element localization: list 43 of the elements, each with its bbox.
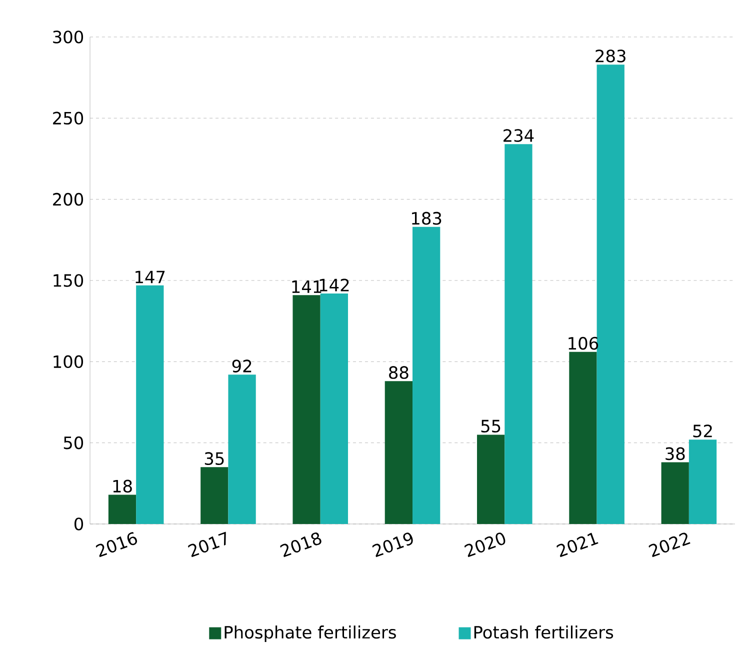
x-tick-label: 2022 [648,532,690,558]
data-label: 55 [481,420,500,433]
bar [596,64,624,524]
data-label: 283 [596,50,626,62]
bar [569,352,597,524]
x-tick-label: 2016 [96,532,138,558]
bar [108,494,136,524]
y-tick-label: 300 [53,30,84,44]
data-label: 141 [292,280,322,293]
bar [688,440,717,524]
y-tick-label: 200 [53,192,84,206]
x-tick-label: 2017 [188,532,226,558]
data-label: 38 [666,447,685,460]
x-tick-label: 2021 [556,532,598,558]
bar [292,295,320,524]
data-label: 142 [320,278,349,292]
x-tick-label: 2018 [280,532,322,558]
bar [504,144,532,524]
data-label: 147 [136,270,165,284]
data-label: 35 [204,452,224,465]
data-label: 183 [412,212,442,225]
y-tick-label: 100 [54,355,84,368]
y-tick-label: 250 [53,112,84,125]
bar [661,462,689,524]
bar [477,434,505,524]
data-label: 92 [232,360,252,372]
y-tick-label: 50 [64,436,84,450]
legend-label: Phosphate fertilizers [224,626,396,642]
bar [320,293,348,524]
bar [412,226,440,524]
bar [384,381,413,524]
data-label: 88 [389,366,408,379]
y-tick-label: 0 [74,518,84,530]
y-tick-label: 150 [54,274,84,287]
legend-label: Potash fertilizers [474,626,614,639]
data-label: 234 [504,129,534,142]
bar [228,374,256,524]
x-tick-label: 2019 [372,532,413,558]
x-tick-label: 2020 [464,532,506,558]
bar [136,285,164,524]
data-label: 52 [693,424,712,438]
data-label: 18 [113,480,132,493]
bar [200,467,228,524]
